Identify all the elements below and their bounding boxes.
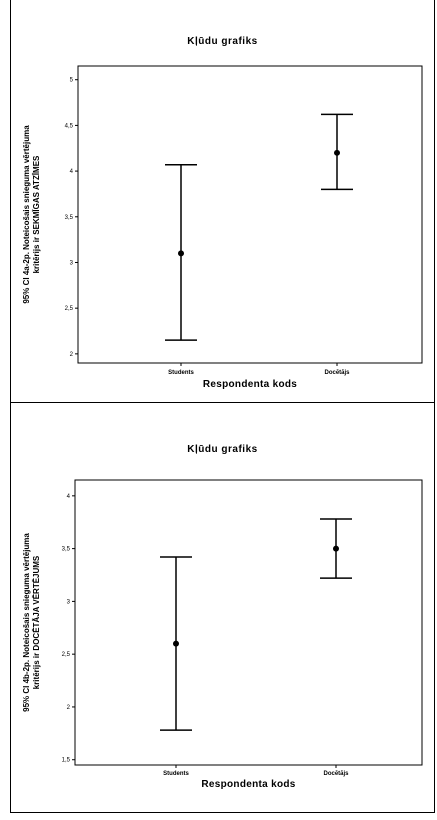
y-tick-label: 2 bbox=[67, 705, 71, 711]
y-tick-label: 3,5 bbox=[62, 547, 71, 553]
error-bar-students bbox=[160, 556, 192, 731]
chart-title: Kļūdu grafiks bbox=[187, 444, 258, 455]
chart-panel-2: Kļūdu grafiks 1,5 2 2,5 3 3,5 4 Students Docētā… bbox=[10, 403, 435, 813]
y-tick-label: 2 bbox=[70, 352, 74, 358]
y-tick-label: 4 bbox=[67, 494, 71, 500]
y-axis-title-line-2: kritērijs ir SEKMĪGAS ATZĪMES bbox=[32, 155, 41, 273]
mean-point bbox=[173, 640, 179, 647]
y-tick-label: 1,5 bbox=[62, 758, 71, 764]
y-tick-label: 3,5 bbox=[65, 215, 74, 221]
error-bar-chart-1: 2 2,5 3 3,5 4 4,5 5 Students Docētājs Respondenta… bbox=[22, 65, 423, 390]
error-bar-chart-2: 1,5 2 2,5 3 3,5 4 Students Docētājs Respondenta … bbox=[22, 479, 423, 790]
mean-point bbox=[178, 250, 184, 257]
x-tick-label: Docētājs bbox=[324, 370, 350, 376]
y-tick-label: 3 bbox=[70, 260, 74, 266]
y-axis-title-line-1: 95% CI 4b-2p. Noteicošais snieguma vērtē… bbox=[22, 533, 31, 712]
error-bar-docētājs bbox=[321, 113, 353, 191]
y-tick-label: 2,5 bbox=[62, 652, 71, 658]
chart-panel-1: Kļūdu grafiks 2 2,5 3 3,5 4 4,5 5 Students Docēt… bbox=[10, 0, 435, 403]
x-axis-title: Respondenta kods bbox=[203, 379, 297, 390]
y-tick-label: 4,5 bbox=[65, 123, 74, 129]
plot-frame bbox=[74, 479, 423, 766]
y-axis-title-line-1: 95% CI 4a-2p. Noteicošais snieguma vērtē… bbox=[22, 125, 31, 304]
mean-point bbox=[334, 149, 340, 156]
x-axis-title: Respondenta kods bbox=[201, 779, 295, 790]
y-tick-label: 3 bbox=[67, 599, 71, 605]
x-tick-label: Docētājs bbox=[323, 771, 349, 777]
x-tick-label: Students bbox=[168, 370, 194, 376]
y-tick-label: 2,5 bbox=[65, 306, 74, 312]
y-axis-title-line-2: kritērijs ir DOCĒTĀJA VĒRTĒJUMS bbox=[32, 555, 41, 689]
plot-frame bbox=[77, 65, 423, 364]
x-tick-label: Students bbox=[163, 771, 189, 777]
chart-title: Kļūdu grafiks bbox=[187, 36, 258, 47]
mean-point bbox=[333, 545, 339, 552]
y-tick-label: 5 bbox=[70, 78, 74, 84]
y-tick-label: 4 bbox=[70, 169, 74, 175]
error-bar-students bbox=[165, 163, 197, 341]
error-bar-docētājs bbox=[320, 518, 352, 579]
